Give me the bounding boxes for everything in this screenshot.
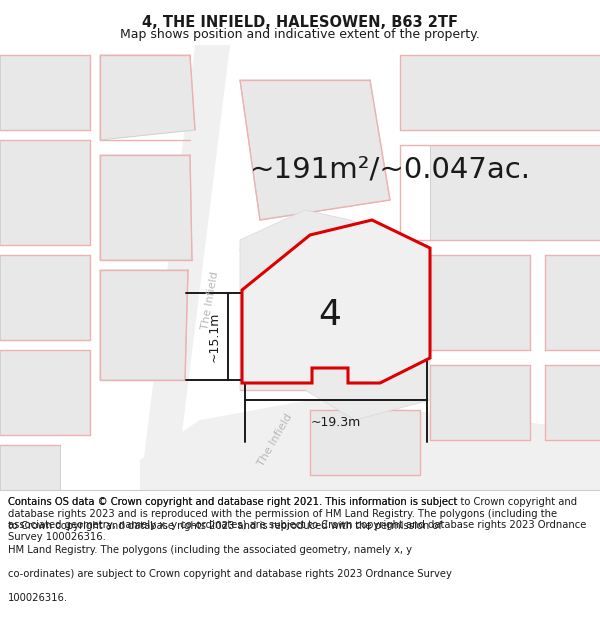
Polygon shape: [545, 255, 600, 350]
Text: 4, THE INFIELD, HALESOWEN, B63 2TF: 4, THE INFIELD, HALESOWEN, B63 2TF: [142, 15, 458, 30]
Text: Contains OS data © Crown copyright and database right 2021. This information is : Contains OS data © Crown copyright and d…: [8, 497, 457, 507]
Text: The Infield: The Infield: [200, 270, 220, 330]
Polygon shape: [310, 410, 420, 475]
Text: Contains OS data © Crown copyright and database right 2021. This information is : Contains OS data © Crown copyright and d…: [8, 497, 586, 542]
Polygon shape: [140, 45, 230, 490]
Text: 4: 4: [319, 298, 341, 332]
Polygon shape: [430, 255, 530, 350]
Polygon shape: [0, 255, 90, 340]
Text: Map shows position and indicative extent of the property.: Map shows position and indicative extent…: [120, 28, 480, 41]
Text: to Crown copyright and database rights 2023 and is reproduced with the permissio: to Crown copyright and database rights 2…: [8, 521, 442, 531]
Text: ~191m²/~0.047ac.: ~191m²/~0.047ac.: [250, 156, 530, 184]
Text: co-ordinates) are subject to Crown copyright and database rights 2023 Ordnance S: co-ordinates) are subject to Crown copyr…: [8, 569, 452, 579]
Polygon shape: [545, 365, 600, 440]
Polygon shape: [100, 270, 188, 380]
Text: HM Land Registry. The polygons (including the associated geometry, namely x, y: HM Land Registry. The polygons (includin…: [8, 545, 412, 555]
Polygon shape: [430, 365, 530, 440]
Text: ~19.3m: ~19.3m: [311, 416, 361, 429]
Polygon shape: [430, 145, 600, 240]
Polygon shape: [0, 55, 90, 130]
Polygon shape: [0, 140, 90, 245]
Polygon shape: [240, 80, 390, 220]
Polygon shape: [140, 400, 600, 490]
Polygon shape: [100, 55, 195, 140]
Text: The Infield: The Infield: [256, 412, 294, 468]
Polygon shape: [0, 350, 90, 435]
Text: 100026316.: 100026316.: [8, 593, 68, 603]
Polygon shape: [242, 220, 430, 383]
Text: ~15.1m: ~15.1m: [208, 311, 221, 362]
Polygon shape: [100, 155, 192, 260]
Polygon shape: [240, 210, 430, 420]
Polygon shape: [0, 445, 60, 490]
Polygon shape: [0, 45, 600, 490]
Polygon shape: [400, 55, 600, 130]
